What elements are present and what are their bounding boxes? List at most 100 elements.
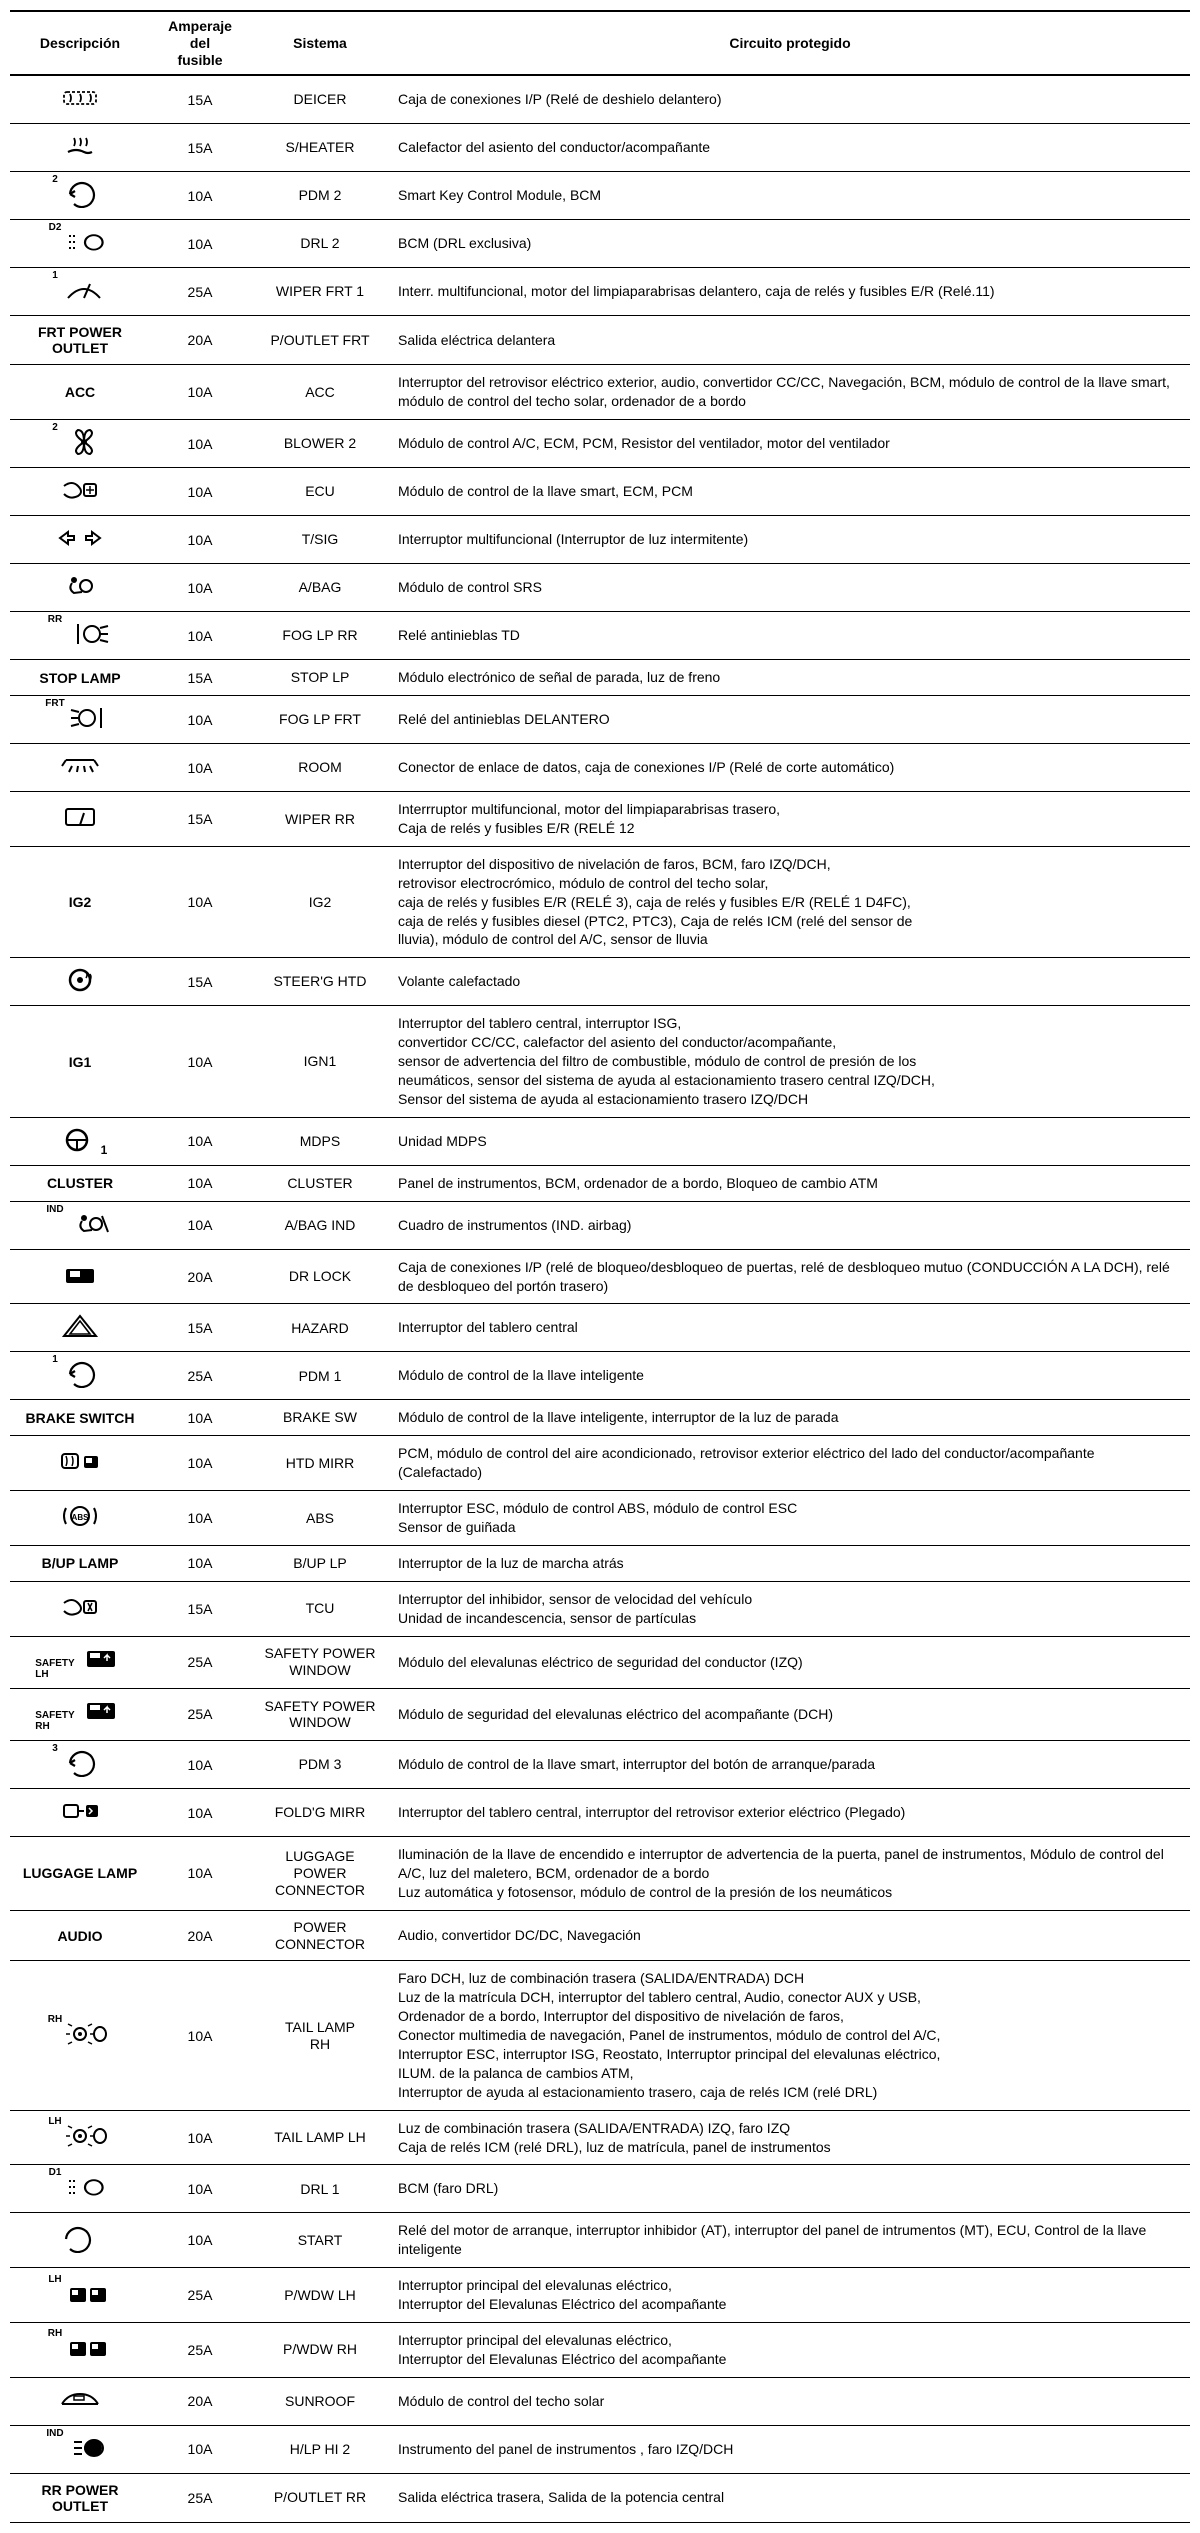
table-row: SAFETY RH25ASAFETY POWER WINDOWMódulo de… xyxy=(10,1688,1190,1740)
sys-cell: IG2 xyxy=(250,846,390,957)
amp-cell: 10A xyxy=(150,2425,250,2473)
circ-cell: Volante calefactado xyxy=(390,958,1190,1006)
sys-cell: S/HEATER xyxy=(250,124,390,172)
circ-cell: Luz de combinación trasera (SALIDA/ENTRA… xyxy=(390,2110,1190,2165)
circ-cell: Módulo de control de la llave smart, ECM… xyxy=(390,468,1190,516)
table-row: D210ADRL 2BCM (DRL exclusiva) xyxy=(10,220,1190,268)
amp-cell: 10A xyxy=(150,1400,250,1436)
header-sys: Sistema xyxy=(250,11,390,75)
sys-cell: A/BAG IND xyxy=(250,1201,390,1249)
table-row: RR10AFOG LP RRRelé antinieblas TD xyxy=(10,612,1190,660)
table-row: STOP LAMP15ASTOP LPMódulo electrónico de… xyxy=(10,660,1190,696)
circ-cell: Módulo de control A/C, ECM, PCM, Resisto… xyxy=(390,420,1190,468)
ecu-icon xyxy=(56,476,104,504)
desc-cell xyxy=(10,1436,150,1491)
table-row: BRAKE SWITCH10ABRAKE SWMódulo de control… xyxy=(10,1400,1190,1436)
fuse-table: Descripción Amperaje del fusible Sistema… xyxy=(10,10,1190,2523)
table-row: 110AMDPSUnidad MDPS xyxy=(10,1117,1190,1165)
amp-cell: 10A xyxy=(150,1201,250,1249)
desc-cell: SAFETY RH xyxy=(10,1688,150,1740)
sys-cell: ECU xyxy=(250,468,390,516)
amp-cell: 20A xyxy=(150,1249,250,1304)
circ-cell: Módulo de control de la llave inteligent… xyxy=(390,1400,1190,1436)
desc-cell xyxy=(10,75,150,124)
desc-cell xyxy=(10,124,150,172)
amp-cell: 25A xyxy=(150,2473,250,2522)
amp-cell: 15A xyxy=(150,75,250,124)
safetylh-icon xyxy=(77,1645,125,1673)
circ-cell: Unidad MDPS xyxy=(390,1117,1190,1165)
circ-cell: Interrruptor multifuncional, motor del l… xyxy=(390,792,1190,847)
sys-cell: A/BAG xyxy=(250,564,390,612)
drlock-icon xyxy=(56,1261,104,1289)
amp-cell: 10A xyxy=(150,468,250,516)
safetyrh-icon xyxy=(77,1697,125,1725)
amp-cell: 20A xyxy=(150,2377,250,2425)
table-row: 210ABLOWER 2Módulo de control A/C, ECM, … xyxy=(10,420,1190,468)
desc-cell xyxy=(10,744,150,792)
circ-cell: PCM, módulo de control del aire acondici… xyxy=(390,1436,1190,1491)
sys-cell: FOG LP RR xyxy=(250,612,390,660)
desc-cell: FRT POWER OUTLET xyxy=(10,316,150,365)
wiperrr-icon xyxy=(56,803,104,831)
table-row: LH25AP/WDW LHInterruptor principal del e… xyxy=(10,2268,1190,2323)
circ-cell: Interruptor multifuncional (Interruptor … xyxy=(390,516,1190,564)
mdps-icon xyxy=(53,1126,101,1154)
circ-cell: Relé del antinieblas DELANTERO xyxy=(390,696,1190,744)
circ-cell: Interruptor del dispositivo de nivelació… xyxy=(390,846,1190,957)
abagind-icon xyxy=(66,1210,114,1238)
desc-cell: CLUSTER xyxy=(10,1165,150,1201)
sys-cell: HTD MIRR xyxy=(250,1436,390,1491)
amp-cell: 10A xyxy=(150,1789,250,1837)
sys-cell: FOLD'G MIRR xyxy=(250,1789,390,1837)
desc-cell: 1 xyxy=(10,1117,150,1165)
pwdw-icon xyxy=(64,2280,112,2308)
table-row: CLUSTER10ACLUSTERPanel de instrumentos, … xyxy=(10,1165,1190,1201)
amp-cell: 25A xyxy=(150,2268,250,2323)
table-row: RH25AP/WDW RHInterruptor principal del e… xyxy=(10,2322,1190,2377)
amp-cell: 20A xyxy=(150,316,250,365)
amp-cell: 10A xyxy=(150,172,250,220)
start-icon xyxy=(56,2225,104,2253)
sys-cell: H/LP HI 2 xyxy=(250,2425,390,2473)
circ-cell: Salida eléctrica trasera, Salida de la p… xyxy=(390,2473,1190,2522)
amp-cell: 25A xyxy=(150,268,250,316)
table-row: D110ADRL 1BCM (faro DRL) xyxy=(10,2165,1190,2213)
table-row: 125APDM 1Módulo de control de la llave i… xyxy=(10,1352,1190,1400)
sys-cell: SUNROOF xyxy=(250,2377,390,2425)
amp-cell: 10A xyxy=(150,1117,250,1165)
desc-cell: 2 xyxy=(10,420,150,468)
pdm1-icon xyxy=(60,1360,108,1388)
table-row: LH10ATAIL LAMP LHLuz de combinación tras… xyxy=(10,2110,1190,2165)
desc-cell: FRT xyxy=(10,696,150,744)
table-row: SAFETY LH25ASAFETY POWER WINDOWMódulo de… xyxy=(10,1636,1190,1688)
desc-cell xyxy=(10,958,150,1006)
desc-cell: IND xyxy=(10,1201,150,1249)
sys-cell: FOG LP FRT xyxy=(250,696,390,744)
table-row: 10AA/BAGMódulo de control SRS xyxy=(10,564,1190,612)
circ-cell: Smart Key Control Module, BCM xyxy=(390,172,1190,220)
circ-cell: Relé antinieblas TD xyxy=(390,612,1190,660)
sys-cell: ACC xyxy=(250,365,390,420)
circ-cell: Interruptor principal del elevalunas elé… xyxy=(390,2268,1190,2323)
amp-cell: 25A xyxy=(150,1352,250,1400)
table-row: IG110AIGN1Interruptor del tablero centra… xyxy=(10,1006,1190,1117)
amp-cell: 25A xyxy=(150,1636,250,1688)
amp-cell: 10A xyxy=(150,1545,250,1581)
sys-cell: IGN1 xyxy=(250,1006,390,1117)
header-amp: Amperaje del fusible xyxy=(150,11,250,75)
sys-cell: P/WDW LH xyxy=(250,2268,390,2323)
desc-cell: RH xyxy=(10,1961,150,2110)
desc-cell: STOP LAMP xyxy=(10,660,150,696)
desc-cell xyxy=(10,1249,150,1304)
amp-cell: 15A xyxy=(150,1581,250,1636)
htdmirr-icon xyxy=(56,1448,104,1476)
circ-cell: Módulo del elevalunas eléctrico de segur… xyxy=(390,1636,1190,1688)
sys-cell: T/SIG xyxy=(250,516,390,564)
header-circ: Circuito protegido xyxy=(390,11,1190,75)
fogfrt-icon xyxy=(67,704,115,732)
table-row: 15AWIPER RRInterrruptor multifuncional, … xyxy=(10,792,1190,847)
table-row: 10AECUMódulo de control de la llave smar… xyxy=(10,468,1190,516)
deicer-icon xyxy=(56,84,104,112)
amp-cell: 10A xyxy=(150,220,250,268)
